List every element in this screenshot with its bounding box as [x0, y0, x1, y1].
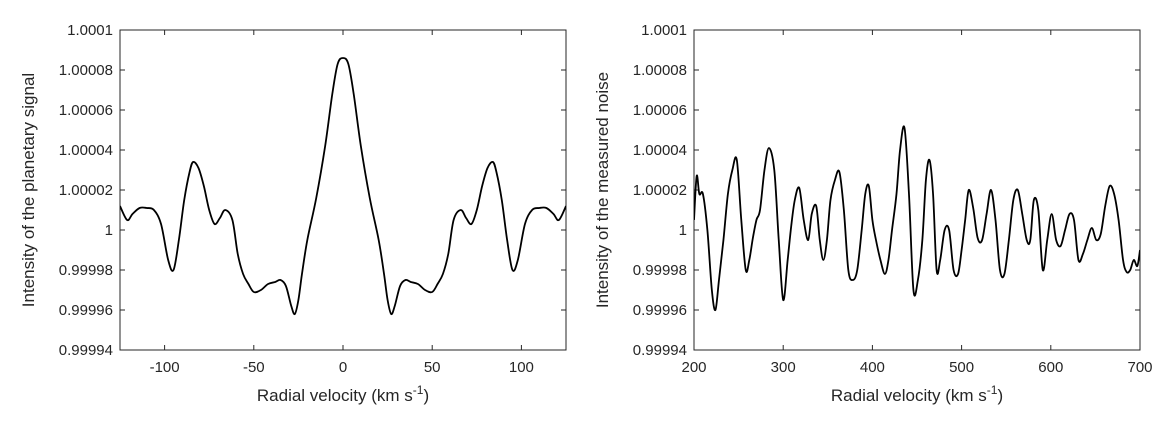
- y-axis-label: Intensity of the measured noise: [593, 72, 612, 308]
- y-tick-label: 1.00002: [633, 182, 687, 199]
- x-axis-label-text: Radial velocity (km s: [257, 386, 413, 405]
- y-tick-label: 1.00004: [633, 142, 687, 159]
- x-axis-label-superscript: -1: [413, 383, 424, 397]
- y-tick-label: 1.00006: [59, 102, 113, 119]
- x-tick-label: -100: [150, 359, 180, 376]
- x-axis-label-close: ): [997, 386, 1003, 405]
- y-tick-label: 0.99996: [633, 302, 687, 319]
- x-tick-label: 400: [860, 359, 885, 376]
- series-line: [120, 57, 566, 316]
- chart-right-measured-noise: 200 300 400 500 600 700 0.99994 0.99996 0.99998 1…: [593, 22, 1153, 405]
- y-tick-label: 1.00006: [633, 102, 687, 119]
- x-tick-label: -50: [243, 359, 265, 376]
- y-tick-label: 1.0001: [641, 22, 687, 39]
- x-tick-label: 700: [1127, 359, 1152, 376]
- y-axis-label: Intensity of the planetary signal: [19, 73, 38, 307]
- chart-left-planetary-signal: -100 -50 0 50 100 0.99994 0.99996 0.99998 1 1.000…: [19, 22, 567, 405]
- plot-frame: [119, 29, 567, 351]
- y-tick-label: 1.00002: [59, 182, 113, 199]
- y-tick-label: 0.99994: [59, 342, 113, 359]
- y-tick-label: 1.00004: [59, 142, 113, 159]
- x-axis-label-text: Radial velocity (km s: [831, 386, 987, 405]
- y-tick-label: 0.99998: [59, 262, 113, 279]
- x-axis-label-close: ): [423, 386, 429, 405]
- y-tick-label: 0.99998: [633, 262, 687, 279]
- series-line: [694, 125, 1140, 312]
- x-tick-label: 0: [339, 359, 347, 376]
- x-tick-label: 600: [1038, 359, 1063, 376]
- y-tick-label: 1.0001: [67, 22, 113, 39]
- x-tick-label: 50: [424, 359, 441, 376]
- x-axis-label: Radial velocity (km s-1): [831, 383, 1003, 405]
- y-tick-label: 1.00008: [59, 62, 113, 79]
- x-axis-label: Radial velocity (km s-1): [257, 383, 429, 405]
- x-tick-label: 300: [771, 359, 796, 376]
- y-tick-label: 1: [105, 222, 113, 239]
- x-tick-label: 100: [509, 359, 534, 376]
- y-tick-label: 0.99994: [633, 342, 687, 359]
- y-tick-label: 1.00008: [633, 62, 687, 79]
- y-tick-label: 0.99996: [59, 302, 113, 319]
- x-tick-label: 500: [949, 359, 974, 376]
- y-tick-label: 1: [679, 222, 687, 239]
- plot-frame: [693, 29, 1141, 351]
- x-tick-label: 200: [681, 359, 706, 376]
- x-axis-label-superscript: -1: [987, 383, 998, 397]
